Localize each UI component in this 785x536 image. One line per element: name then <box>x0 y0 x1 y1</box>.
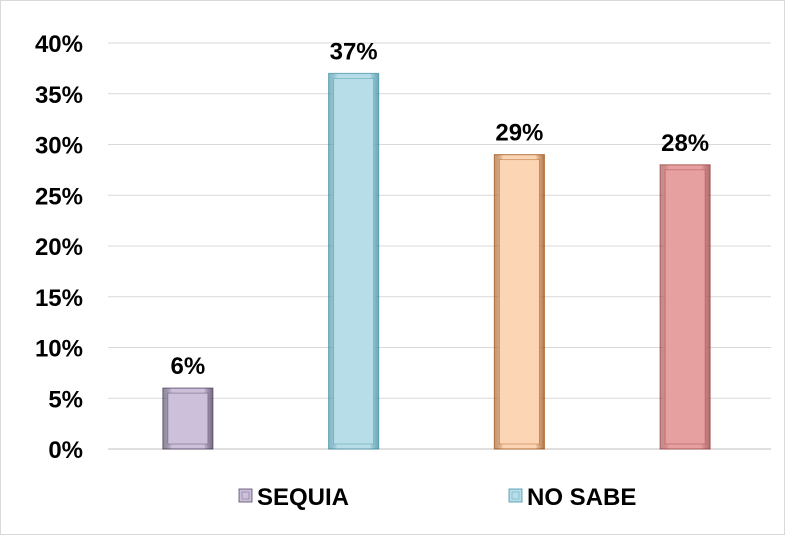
y-axis-tick-labels: 0% 5% 10% 15% 20% 25% 30% 35% 40% <box>35 31 83 464</box>
y-tick-label: 40% <box>35 31 83 58</box>
bar <box>659 164 711 450</box>
y-tick-label: 15% <box>35 285 83 312</box>
y-tick-label: 0% <box>48 437 83 464</box>
y-tick-label: 5% <box>48 386 83 413</box>
bar-face <box>167 392 209 445</box>
y-tick-label: 25% <box>35 183 83 210</box>
bar <box>328 72 380 450</box>
bars <box>162 72 711 450</box>
legend-swatch-inner <box>511 491 520 500</box>
y-tick-label: 20% <box>35 234 83 261</box>
bar-face <box>664 169 706 445</box>
data-labels: 6% 37% 29% 28% <box>171 38 710 380</box>
legend-label: NO SABE <box>527 484 636 511</box>
bar-face <box>498 159 540 445</box>
legend-label: SEQUIA <box>257 484 349 511</box>
legend-item: SEQUIA <box>238 484 349 511</box>
gridlines <box>108 42 771 450</box>
bar-face <box>333 78 375 445</box>
data-label: 37% <box>330 38 378 65</box>
bar <box>162 387 214 450</box>
y-tick-label: 35% <box>35 82 83 109</box>
data-label: 28% <box>661 130 709 157</box>
y-tick-label: 10% <box>35 336 83 363</box>
legend-item: NO SABE <box>508 484 636 511</box>
data-label: 29% <box>495 120 543 147</box>
y-tick-label: 30% <box>35 133 83 160</box>
data-label: 6% <box>171 353 206 380</box>
bar <box>493 154 545 450</box>
legend-swatch-inner <box>241 491 250 500</box>
legend: SEQUIA NO SABE <box>238 484 636 511</box>
